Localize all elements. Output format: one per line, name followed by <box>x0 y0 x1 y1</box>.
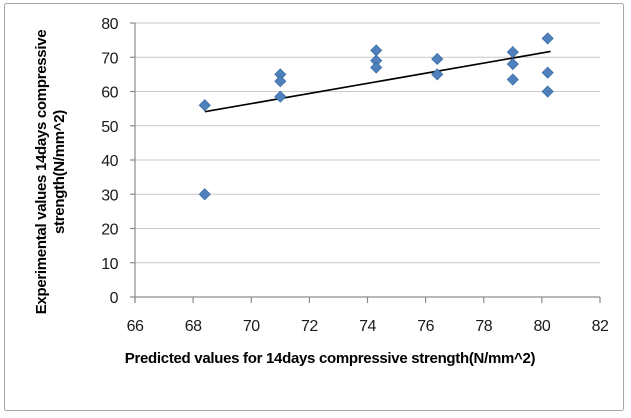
y-tick-label: 10 <box>101 256 118 273</box>
data-point <box>274 90 287 103</box>
x-tick-label: 78 <box>475 318 492 335</box>
x-tick-label: 70 <box>243 318 260 335</box>
data-point <box>198 188 211 201</box>
y-tick-label: 50 <box>101 119 118 136</box>
x-tick-label: 76 <box>417 318 434 335</box>
trendline <box>204 50 551 113</box>
y-axis-title-line2: strength(N/mm^2) <box>51 110 68 234</box>
x-tick-label: 66 <box>127 318 144 335</box>
y-tick-label: 30 <box>101 187 118 204</box>
data-point <box>431 68 444 81</box>
x-tick-label: 74 <box>359 318 376 335</box>
data-point <box>370 61 383 74</box>
y-tick-label: 20 <box>101 222 118 239</box>
trendline-group <box>204 50 551 113</box>
data-point <box>370 44 383 57</box>
data-point <box>431 52 444 66</box>
y-axis-title-line1: Experimental values 14days compressive <box>33 30 50 315</box>
x-tick-label: 80 <box>533 318 550 335</box>
y-tick-label: 40 <box>101 153 118 170</box>
data-point <box>541 32 554 45</box>
data-point <box>541 85 554 98</box>
y-tick-label: 80 <box>101 16 118 33</box>
tick-labels: 0 10 20 30 40 50 60 70 80 66 68 70 72 74 76 78 80 82 <box>101 16 609 335</box>
data-point <box>506 73 519 86</box>
x-tick-label: 82 <box>592 318 609 335</box>
axes <box>130 22 601 303</box>
y-tick-label: 0 <box>110 290 119 307</box>
x-tick-label: 72 <box>301 318 318 335</box>
x-axis-title: Predicted values for 14days compressive … <box>125 350 536 367</box>
data-points <box>198 32 554 201</box>
chart-border <box>4 3 624 411</box>
data-point <box>198 99 211 112</box>
gridlines <box>135 22 600 264</box>
data-point <box>506 58 519 71</box>
y-tick-label: 70 <box>101 50 118 67</box>
y-tick-label: 60 <box>101 85 118 102</box>
x-tick-label: 68 <box>185 318 202 335</box>
data-point <box>274 75 287 88</box>
data-point <box>541 66 554 79</box>
data-point <box>506 46 519 59</box>
